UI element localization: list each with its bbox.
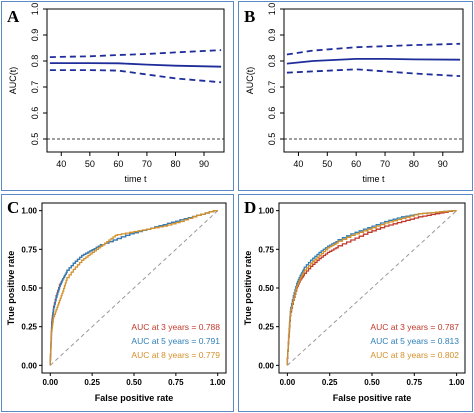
y-tick-label: 0.7 xyxy=(30,81,40,94)
y-axis-label: AUC(t) xyxy=(245,67,255,95)
x-axis-label: False positive rate xyxy=(95,393,174,403)
diagonal-reference xyxy=(287,210,457,366)
y-axis-label: True positive rate xyxy=(6,251,16,326)
y-tick-label: 1.0 xyxy=(267,3,277,16)
y-tick-label: 0.9 xyxy=(30,29,40,42)
x-tick-label: 0.75 xyxy=(168,378,184,387)
y-tick-label: 0.5 xyxy=(267,133,277,146)
auc-ci-line xyxy=(49,49,222,58)
x-tick-label: 0.00 xyxy=(42,378,58,387)
panel-c: C 0.00 0.25 0.50 0.75 1.00 0.00 0.25 0.50 0.75 1.0… xyxy=(1,194,234,412)
x-tick-label: 60 xyxy=(351,159,361,169)
y-tick-label: 0.75 xyxy=(21,245,37,254)
panel-b: B 0.5 0.6 0.7 0.8 0.9 1.0 40 50 60 70 80 90 AUC(t) tim… xyxy=(238,1,473,191)
roc-curve xyxy=(49,210,218,366)
auc-ci-line xyxy=(286,68,461,77)
y-tick-label: 0.50 xyxy=(258,284,274,293)
panel-d: D 0.00 0.25 0.50 0.75 1.00 0.00 0.25 0.50 0.75 1.0… xyxy=(238,194,473,412)
y-tick-label: 0.50 xyxy=(21,284,37,293)
plot-frame xyxy=(283,8,464,153)
x-tick-label: 0.75 xyxy=(407,378,423,387)
x-tick-label: 90 xyxy=(199,159,209,169)
x-tick-label: 50 xyxy=(322,159,332,169)
x-axis-label: False positive rate xyxy=(333,393,412,403)
legend-entry: AUC at 5 years = 0.813 xyxy=(370,336,459,346)
plot-frame xyxy=(46,8,225,153)
x-tick-label: 0.25 xyxy=(322,378,338,387)
legend-entry: AUC at 8 years = 0.779 xyxy=(131,350,220,360)
x-tick-label: 1.00 xyxy=(210,378,226,387)
y-tick-label: 0.00 xyxy=(258,361,274,370)
y-axis-label: True positive rate xyxy=(243,251,253,326)
panel-letter: D xyxy=(244,198,256,217)
x-tick-label: 0.50 xyxy=(364,378,380,387)
x-tick-label: 40 xyxy=(56,159,66,169)
x-tick-label: 70 xyxy=(380,159,390,169)
roc-chart-d: D 0.00 0.25 0.50 0.75 1.00 0.00 0.25 0.50 0.75 1.0… xyxy=(243,198,466,403)
roc-chart-c: C 0.00 0.25 0.50 0.75 1.00 0.00 0.25 0.50 0.75 1.0… xyxy=(6,198,227,403)
y-tick-label: 0.8 xyxy=(30,55,40,68)
legend-entry: AUC at 5 years = 0.791 xyxy=(131,336,220,346)
legend-entry: AUC at 3 years = 0.787 xyxy=(370,322,459,332)
panel-letter: A xyxy=(7,7,20,26)
diagonal-reference xyxy=(49,210,219,366)
panel-a: A 0.5 0.6 0.7 0.8 0.9 1.0 40 50 60 70 80 90 AUC(t) tim… xyxy=(1,1,234,191)
y-tick-label: 0.6 xyxy=(267,107,277,120)
roc-curve xyxy=(286,210,457,366)
x-tick-label: 60 xyxy=(113,159,123,169)
x-tick-label: 80 xyxy=(170,159,180,169)
auc-time-chart-b: B 0.5 0.6 0.7 0.8 0.9 1.0 40 50 60 70 80 90 AUC(t) tim… xyxy=(244,3,464,184)
panel-letter: B xyxy=(244,7,255,26)
auc-line xyxy=(286,58,461,65)
y-tick-label: 0.00 xyxy=(21,361,37,370)
x-axis-label: time t xyxy=(124,174,147,184)
y-tick-label: 0.9 xyxy=(267,29,277,42)
x-tick-label: 90 xyxy=(438,159,448,169)
y-tick-label: 1.00 xyxy=(258,207,274,216)
x-tick-label: 80 xyxy=(409,159,419,169)
auc-ci-line xyxy=(286,42,461,56)
y-tick-label: 1.00 xyxy=(21,207,37,216)
x-tick-label: 50 xyxy=(85,159,95,169)
x-tick-label: 0.50 xyxy=(126,378,142,387)
legend-entry: AUC at 3 years = 0.788 xyxy=(131,322,220,332)
x-tick-label: 1.00 xyxy=(449,378,465,387)
x-tick-label: 0.00 xyxy=(280,378,296,387)
y-tick-label: 0.5 xyxy=(30,133,40,146)
y-tick-label: 0.25 xyxy=(258,323,274,332)
y-axis-label: AUC(t) xyxy=(8,67,18,95)
y-tick-label: 1.0 xyxy=(30,3,40,16)
y-tick-label: 0.8 xyxy=(267,55,277,68)
x-axis-label: time t xyxy=(362,174,385,184)
panel-letter: C xyxy=(7,198,19,217)
y-tick-label: 0.25 xyxy=(21,323,37,332)
x-tick-label: 40 xyxy=(293,159,303,169)
legend-entry: AUC at 8 years = 0.802 xyxy=(370,350,459,360)
auc-time-chart-a: A 0.5 0.6 0.7 0.8 0.9 1.0 40 50 60 70 80 90 AUC(t) tim… xyxy=(7,3,225,184)
y-tick-label: 0.6 xyxy=(30,107,40,120)
y-tick-label: 0.7 xyxy=(267,81,277,94)
x-tick-label: 70 xyxy=(142,159,152,169)
x-tick-label: 0.25 xyxy=(84,378,100,387)
auc-line xyxy=(49,62,222,68)
auc-ci-line xyxy=(49,69,222,84)
y-tick-label: 0.75 xyxy=(258,245,274,254)
